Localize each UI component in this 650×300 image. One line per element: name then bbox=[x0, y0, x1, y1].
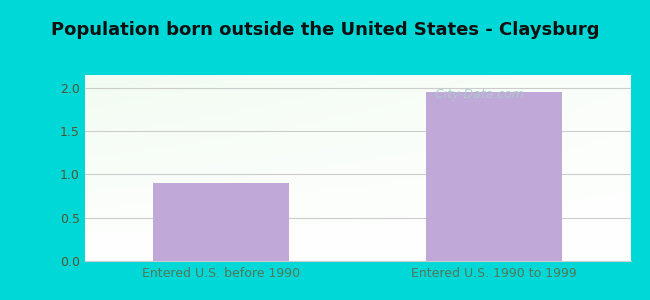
Bar bbox=[426, 92, 562, 261]
Text: Population born outside the United States - Claysburg: Population born outside the United State… bbox=[51, 21, 599, 39]
Bar bbox=[153, 183, 289, 261]
Text: City-Data.com: City-Data.com bbox=[423, 88, 524, 101]
